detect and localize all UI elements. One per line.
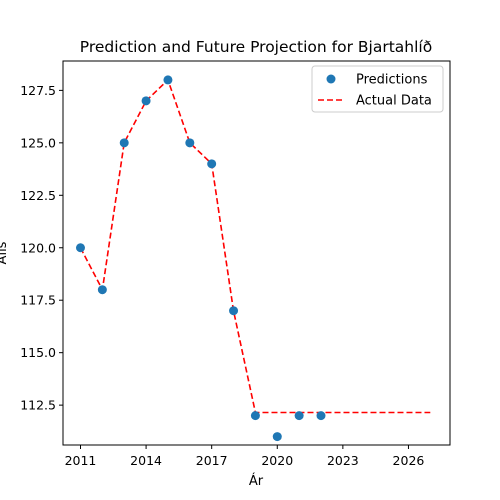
x-axis-label: Ár	[249, 473, 264, 489]
legend-box	[311, 65, 444, 113]
y-tick-label: 127.5	[20, 83, 56, 98]
data-point-predictions	[97, 285, 107, 295]
x-tick-label: 2026	[393, 453, 425, 468]
x-tick-label: 2023	[327, 453, 359, 468]
data-point-predictions	[141, 96, 151, 106]
axes-frame	[62, 60, 451, 446]
data-point-predictions	[185, 138, 195, 148]
data-point-predictions	[272, 432, 282, 442]
legend-label: Actual Data	[356, 94, 432, 109]
y-tick-label: 120.0	[20, 240, 56, 255]
y-tick-label: 112.5	[20, 398, 56, 413]
y-tick-label: 125.0	[20, 135, 56, 150]
data-point-predictions	[229, 306, 239, 316]
y-tick-label: 117.5	[20, 293, 56, 308]
chart-title: Prediction and Future Projection for Bja…	[80, 38, 432, 56]
y-tick-label: 122.5	[20, 188, 56, 203]
legend-marker-predictions	[326, 74, 336, 84]
data-point-predictions	[75, 243, 85, 253]
y-axis-label: Alls	[0, 241, 10, 264]
x-tick-label: 2017	[196, 453, 228, 468]
data-point-predictions	[119, 138, 129, 148]
x-tick-label: 2020	[261, 453, 293, 468]
x-tick-label: 2011	[65, 453, 97, 468]
x-tick-label: 2014	[130, 453, 162, 468]
data-point-predictions	[207, 159, 217, 169]
data-point-predictions	[250, 411, 260, 421]
data-point-predictions	[294, 411, 304, 421]
data-point-predictions	[163, 75, 173, 85]
y-tick-label: 115.0	[20, 345, 56, 360]
legend-label: Predictions	[356, 73, 428, 88]
plot-area: 2011 2014 2017 2020 2023 2026 112.5 115.0 117.5 1…	[20, 60, 451, 468]
data-point-predictions	[316, 411, 326, 421]
